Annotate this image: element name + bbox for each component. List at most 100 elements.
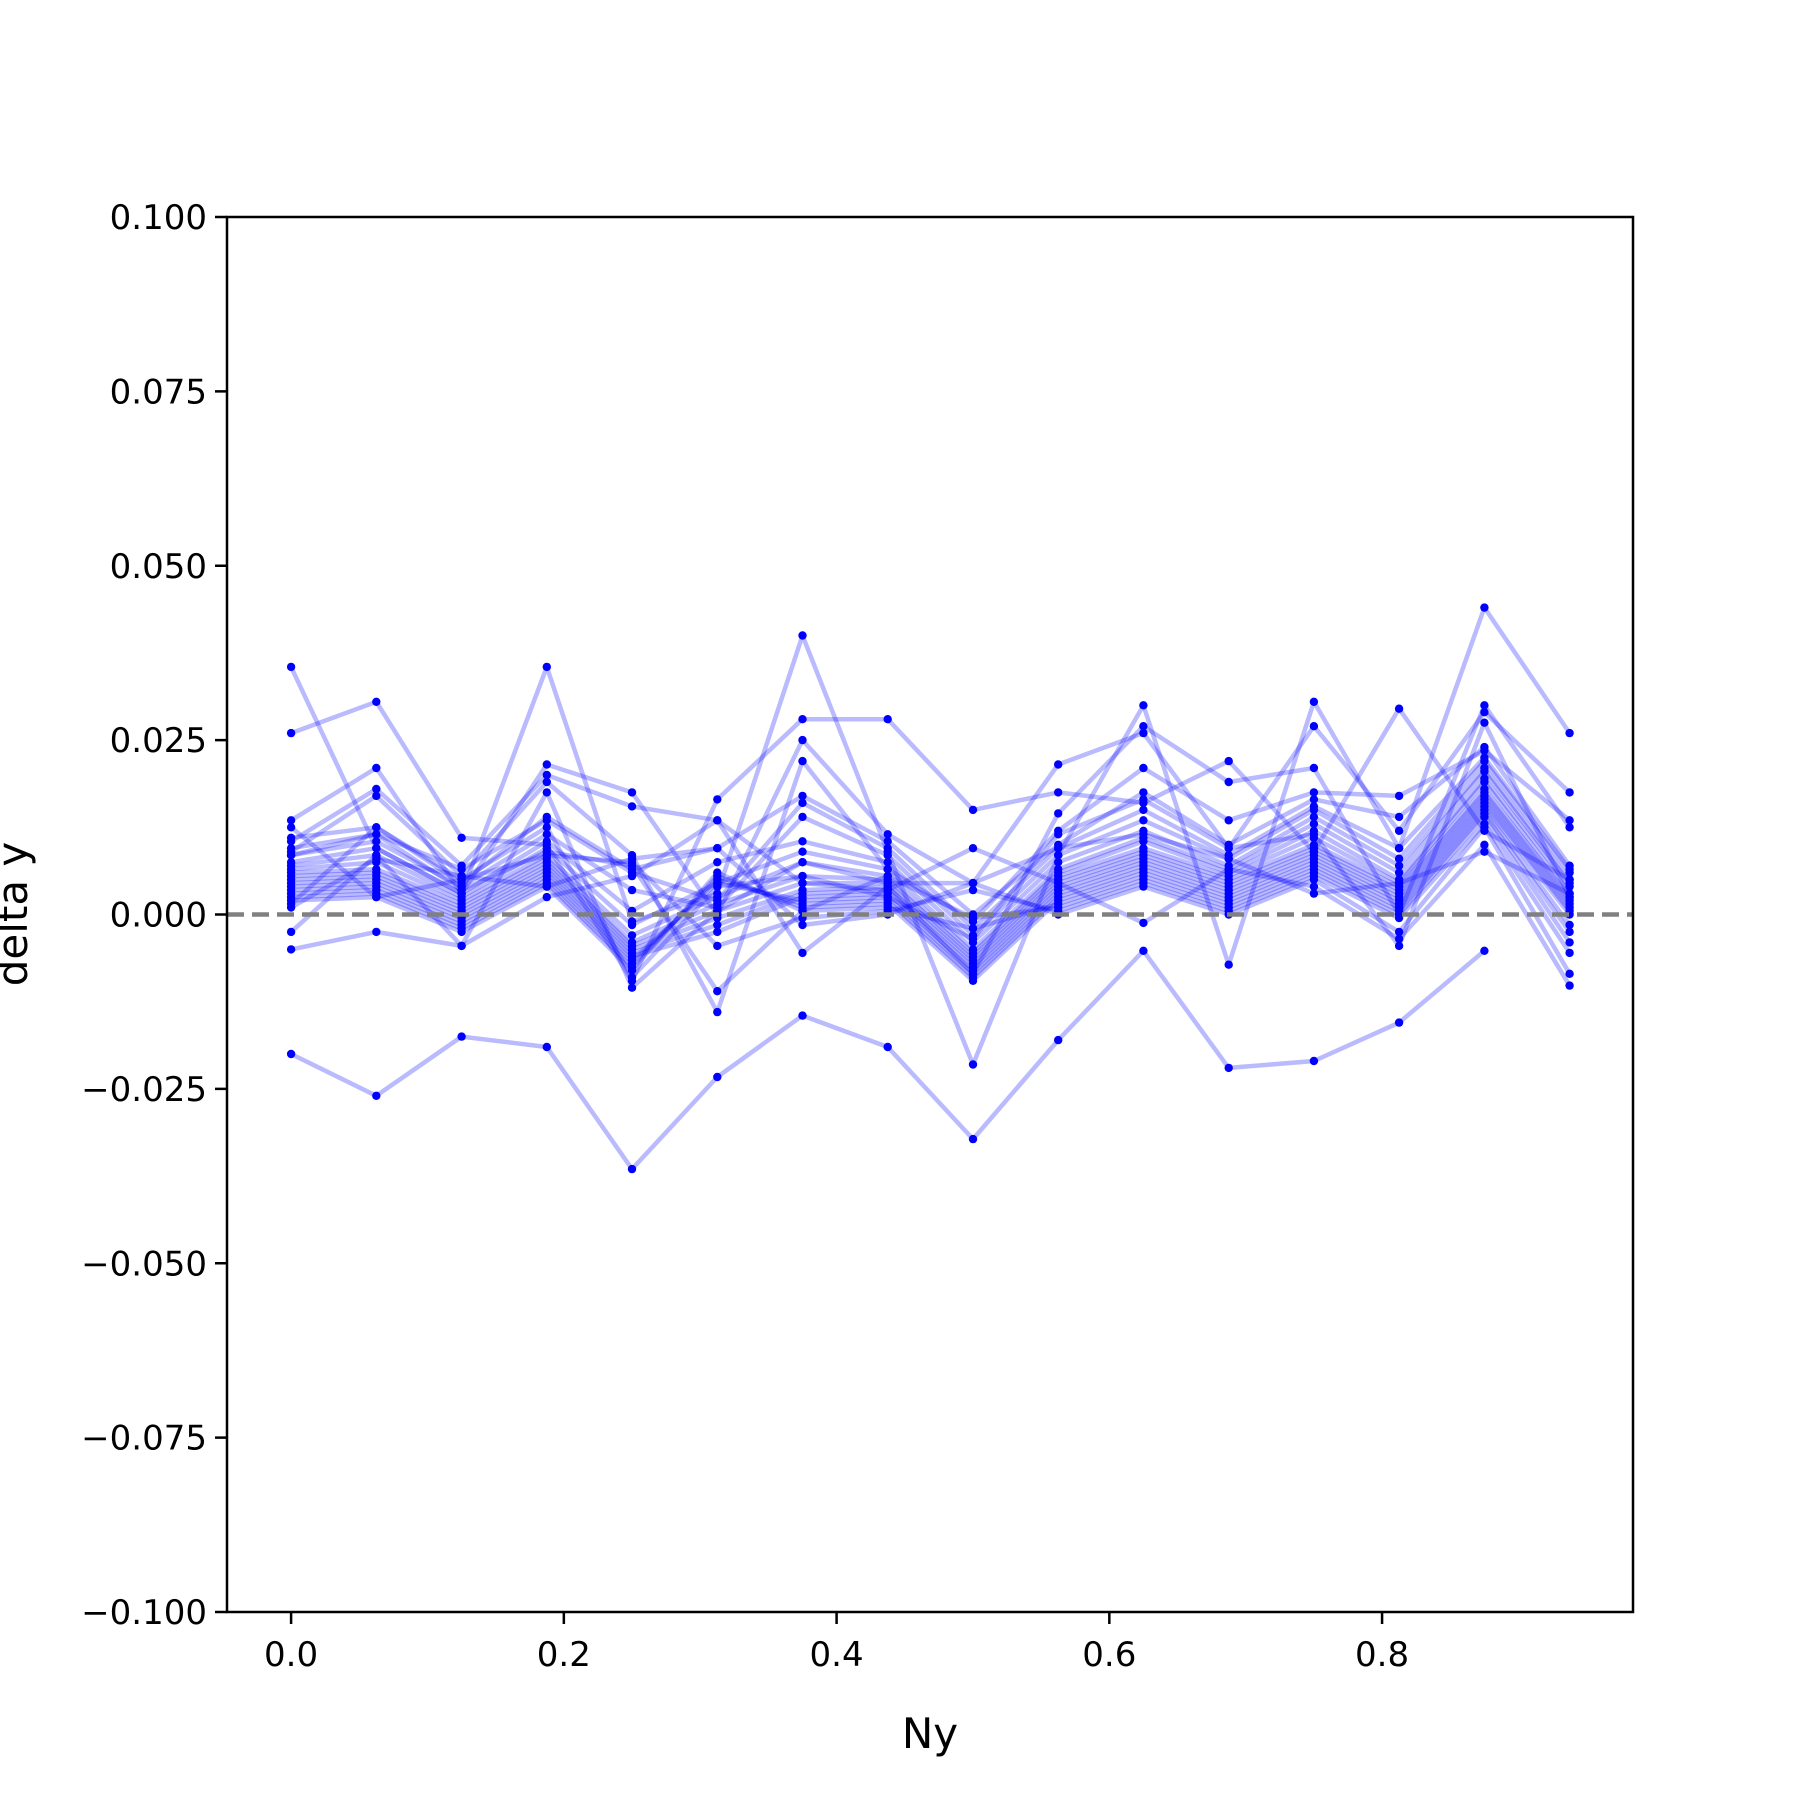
data-point (457, 865, 466, 874)
y-tick-label: −0.025 (81, 1070, 207, 1110)
data-point (1394, 812, 1404, 822)
series-line-3 (290, 699, 1571, 984)
series-line-18 (291, 800, 1572, 977)
data-point (798, 871, 807, 881)
data-point (713, 844, 722, 853)
data-point (542, 837, 551, 846)
data-point (1224, 960, 1233, 969)
data-point (1139, 946, 1148, 955)
series-line-20 (291, 807, 1572, 984)
data-point (1309, 795, 1319, 804)
data-point (1309, 882, 1319, 891)
data-point (1139, 837, 1148, 846)
y-tick-label: 0.100 (110, 198, 207, 238)
data-point (627, 920, 637, 930)
series-line-10 (290, 765, 1572, 945)
data-point (1139, 795, 1148, 804)
data-point (1394, 941, 1404, 951)
data-point (1139, 788, 1148, 797)
data-point (1480, 701, 1489, 710)
data-point (798, 847, 807, 856)
data-point (542, 662, 551, 672)
data-point (1309, 722, 1319, 731)
data-point (1480, 718, 1489, 727)
x-tick-label: 0.0 (264, 1635, 318, 1675)
data-point (1394, 861, 1404, 870)
data-point (713, 882, 722, 891)
data-point (542, 770, 551, 780)
y-tick-label: −0.100 (81, 1593, 207, 1633)
data-point (713, 927, 722, 937)
data-point (1309, 1056, 1319, 1066)
data-point (1139, 830, 1148, 839)
data-point (1394, 868, 1404, 877)
data-point (1139, 805, 1148, 815)
x-axis-label: Ny (902, 1709, 958, 1758)
data-point (1480, 946, 1489, 955)
data-point (1480, 603, 1489, 612)
data-point (1054, 858, 1063, 867)
data-point (1139, 701, 1148, 710)
data-point (798, 715, 807, 724)
data-point (1309, 788, 1319, 797)
data-point (713, 868, 722, 877)
y-tick-label: −0.050 (81, 1244, 207, 1284)
data-point (1565, 969, 1574, 978)
data-point (372, 927, 381, 937)
data-point (372, 844, 381, 853)
series-line-13 (291, 779, 1572, 959)
data-point (713, 1072, 722, 1082)
series-line-16 (291, 793, 1572, 970)
series-line-14 (291, 786, 1572, 963)
data-point (286, 851, 296, 860)
data-point (1565, 981, 1574, 990)
data-point (1565, 882, 1574, 891)
data-point (1565, 788, 1574, 797)
data-point (883, 844, 892, 853)
data-point (627, 871, 637, 881)
data-point (798, 858, 807, 867)
data-point (1480, 840, 1489, 849)
data-point (1054, 760, 1063, 769)
data-point (457, 875, 466, 884)
data-point (286, 945, 296, 954)
data-point (542, 892, 551, 902)
data-point (1139, 816, 1148, 825)
series-line-11 (290, 769, 1572, 952)
data-point (883, 1042, 892, 1052)
y-tick-label: 0.075 (110, 372, 207, 412)
y-axis: 0.100 0.075 0.050 0.025 0.000 −0.025 −0.050 −0.… (81, 198, 227, 1633)
data-point (1565, 938, 1574, 947)
data-point (372, 697, 381, 706)
data-point (713, 941, 722, 951)
data-point (713, 858, 722, 867)
data-point (1565, 920, 1574, 930)
y-tick-label: 0.025 (110, 721, 207, 761)
data-point (1480, 777, 1489, 787)
data-point (713, 1007, 722, 1017)
data-point (798, 837, 807, 846)
data-point (372, 763, 381, 773)
data-point (542, 882, 551, 891)
data-point (1565, 948, 1574, 958)
data-point (1054, 878, 1063, 888)
data-point (1054, 809, 1063, 818)
data-point (1224, 865, 1233, 874)
series-line-19 (291, 804, 1572, 980)
data-point (372, 791, 381, 801)
data-point (372, 823, 381, 832)
data-point (1309, 763, 1319, 773)
data-point (1480, 756, 1489, 766)
data-point (798, 948, 807, 958)
data-point (1480, 708, 1489, 717)
data-point (883, 837, 892, 846)
data-point (542, 1042, 551, 1052)
data-point (713, 795, 722, 804)
data-point (286, 816, 296, 825)
data-point (1139, 722, 1148, 731)
data-point (457, 1032, 466, 1041)
x-axis: 0.0 0.2 0.4 0.6 0.8 (264, 1612, 1409, 1675)
data-point (1224, 854, 1233, 863)
data-point (798, 812, 807, 822)
